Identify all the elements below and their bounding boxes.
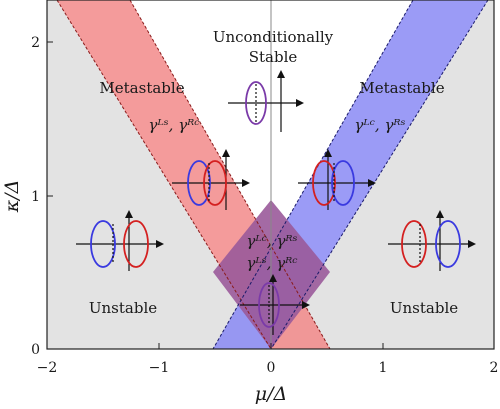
stable-label-line1: Unconditionally [213,28,334,46]
unstable-left-label: Unstable [89,299,157,317]
unstable-region [47,0,494,349]
y-tick-label: 2 [31,35,40,51]
x-tick-label: 2 [490,360,499,376]
x-tick-label: −2 [37,360,58,376]
x-tick-label: 0 [267,360,276,376]
center-inset [240,274,310,335]
y-tick-label: 1 [31,189,40,205]
left-metastable-inset [172,149,250,210]
right-gamma-label: γᴸᶜ, γᴿˢ [354,116,405,134]
x-axis-title: μ/Δ [255,383,287,405]
x-tick-label: −1 [149,360,170,376]
center-gamma-label-1: γᴸᶜ, γᴿˢ [246,232,297,250]
metastable-left-label: Metastable [99,79,184,97]
x-tick-label: 1 [379,360,388,376]
stable-inset [228,70,304,132]
metastable-right-label: Metastable [359,79,444,97]
right-unstable-inset [388,210,476,271]
left-gamma-label: γᴸˢ, γᴿᶜ [148,116,199,134]
y-axis-title: κ/Δ [1,180,23,214]
right-metastable-inset [298,149,376,210]
unstable-right-label: Unstable [390,299,458,317]
stable-label-line2: Stable [249,48,298,66]
left-unstable-inset [76,210,164,271]
y-tick-label: 0 [31,342,40,358]
center-gamma-label-2: γᴸˢ, γᴿᶜ [246,254,297,272]
